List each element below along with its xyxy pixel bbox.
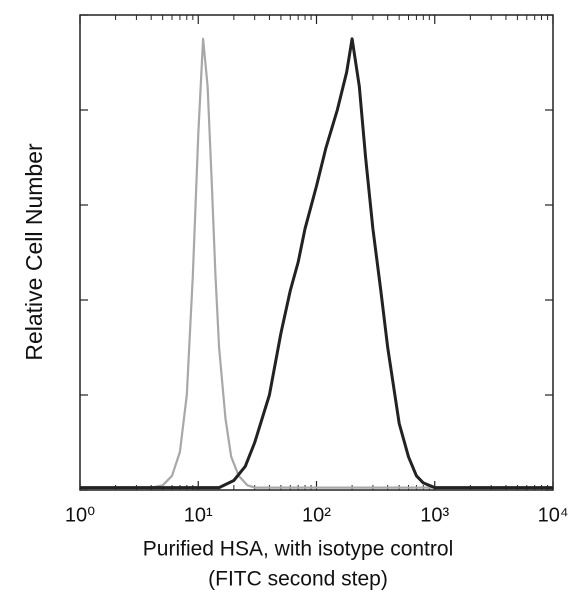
x-axis-label: (FITC second step) <box>208 568 388 591</box>
plot-frame <box>79 14 554 491</box>
y-axis-label: Relative Cell Number <box>21 143 47 361</box>
x-tick-label: 10⁴ <box>538 504 569 526</box>
x-tick-label: 10² <box>302 504 331 526</box>
x-tick-label: 10⁰ <box>65 504 95 526</box>
x-axis-label: Purified HSA, with isotype control <box>143 538 453 561</box>
histogram-line <box>80 37 553 490</box>
histogram-line <box>80 37 553 489</box>
x-tick-label: 10³ <box>420 504 449 526</box>
x-tick-label: 10¹ <box>184 504 213 526</box>
